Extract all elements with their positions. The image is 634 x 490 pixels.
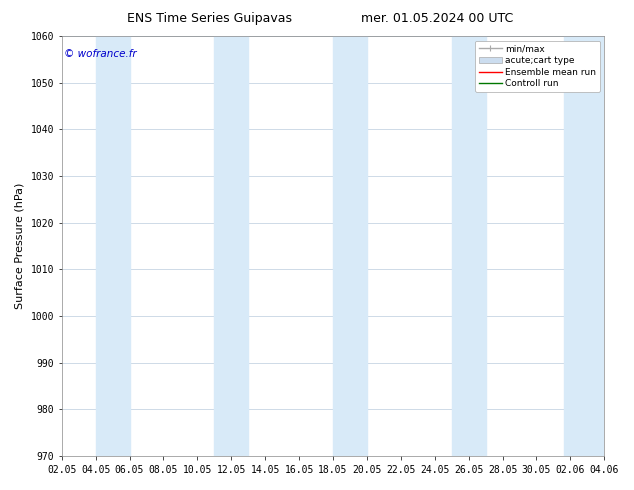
Text: ENS Time Series Guipavas: ENS Time Series Guipavas	[127, 12, 292, 25]
Bar	[564, 36, 604, 456]
Legend: min/max, acute;cart type, Ensemble mean run, Controll run: min/max, acute;cart type, Ensemble mean …	[476, 41, 600, 92]
Bar	[451, 36, 486, 456]
Bar	[96, 36, 129, 456]
Text: © wofrance.fr: © wofrance.fr	[65, 49, 137, 59]
Y-axis label: Surface Pressure (hPa): Surface Pressure (hPa)	[15, 183, 25, 309]
Bar	[333, 36, 367, 456]
Bar	[214, 36, 249, 456]
Text: mer. 01.05.2024 00 UTC: mer. 01.05.2024 00 UTC	[361, 12, 514, 25]
